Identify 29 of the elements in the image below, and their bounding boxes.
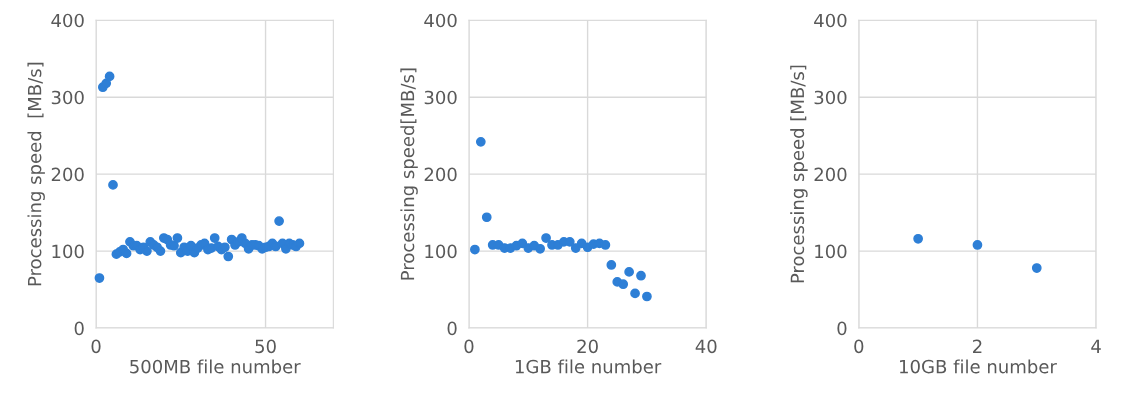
y-tick-label: 300 bbox=[424, 90, 457, 105]
x-tick-label: 40 bbox=[695, 339, 717, 354]
x-tick-label: 0 bbox=[464, 339, 474, 354]
x-tick-label: 50 bbox=[255, 339, 276, 354]
y-tick-label: 100 bbox=[52, 244, 84, 259]
y-tick-label: 0 bbox=[837, 321, 847, 336]
y-axis-title: Processing speed [MB/s] bbox=[27, 62, 45, 286]
x-tick-label: 0 bbox=[854, 339, 864, 354]
y-tick-label: 200 bbox=[51, 167, 84, 182]
y-tick-label: 400 bbox=[424, 13, 457, 28]
y-tick-label: 100 bbox=[425, 244, 457, 259]
x-tick-label: 20 bbox=[577, 339, 598, 354]
x-tick-label: 0 bbox=[91, 339, 101, 354]
x-tick-label: 4 bbox=[1091, 339, 1101, 353]
x-axis-title: 1GB file number bbox=[515, 359, 662, 374]
x-axis-title: 10GB file number bbox=[900, 359, 1057, 374]
y-tick-label: 300 bbox=[51, 90, 84, 105]
y-axis-title: Processing speed[MB/s] bbox=[400, 68, 418, 280]
y-axis-title: Processing speed [MB/s] bbox=[790, 65, 808, 283]
x-tick-label: 2 bbox=[973, 339, 982, 353]
y-tick-label: 300 bbox=[814, 90, 847, 105]
y-tick-label: 200 bbox=[424, 167, 457, 182]
y-tick-label: 0 bbox=[447, 321, 457, 336]
y-tick-label: 400 bbox=[814, 13, 847, 28]
x-axis-title: 500MB file number bbox=[130, 359, 301, 374]
y-tick-label: 100 bbox=[815, 244, 847, 259]
y-tick-label: 400 bbox=[51, 13, 84, 28]
y-tick-label: 0 bbox=[74, 321, 84, 336]
y-tick-label: 200 bbox=[814, 167, 847, 182]
